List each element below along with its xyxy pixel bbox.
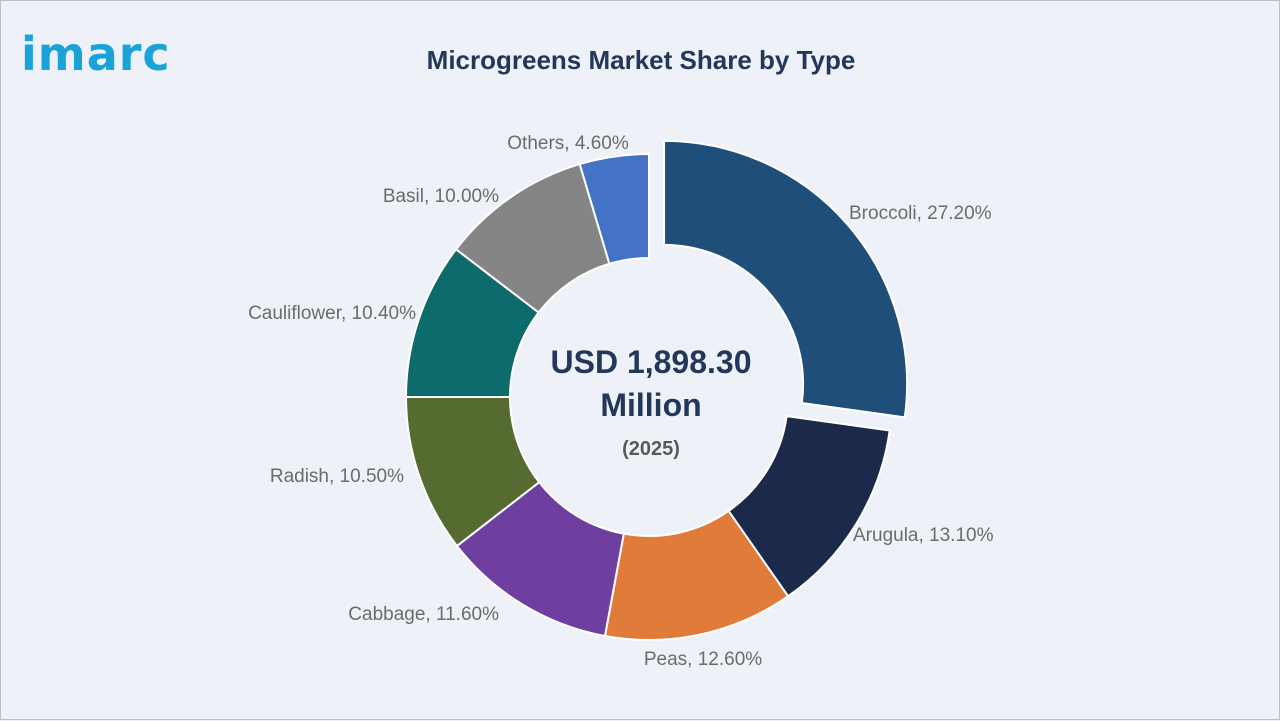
center-value-line2: Million xyxy=(600,387,701,423)
center-value-line1: USD 1,898.30 xyxy=(550,344,751,380)
chart-title: Microgreens Market Share by Type xyxy=(426,45,856,75)
imarc-logo: imarc xyxy=(21,27,171,81)
slice-label-peas: Peas, 12.60% xyxy=(644,649,762,670)
slice-label-cauliflower: Cauliflower, 10.40% xyxy=(248,303,416,324)
center-year: (2025) xyxy=(622,438,680,460)
slice-labels: Broccoli, 27.20% Arugula, 13.10% Peas, 12.… xyxy=(248,133,994,670)
donut-slices xyxy=(404,139,909,641)
slice-others xyxy=(578,152,650,266)
slice-label-cabbage: Cabbage, 11.60% xyxy=(348,604,499,625)
slice-label-others: Others, 4.60% xyxy=(507,133,629,154)
slice-label-arugula: Arugula, 13.10% xyxy=(853,525,994,546)
slice-label-radish: Radish, 10.50% xyxy=(270,466,404,487)
slice-label-basil: Basil, 10.00% xyxy=(383,186,499,207)
slice-label-broccoli: Broccoli, 27.20% xyxy=(849,203,992,224)
slice-broccoli xyxy=(663,139,909,419)
